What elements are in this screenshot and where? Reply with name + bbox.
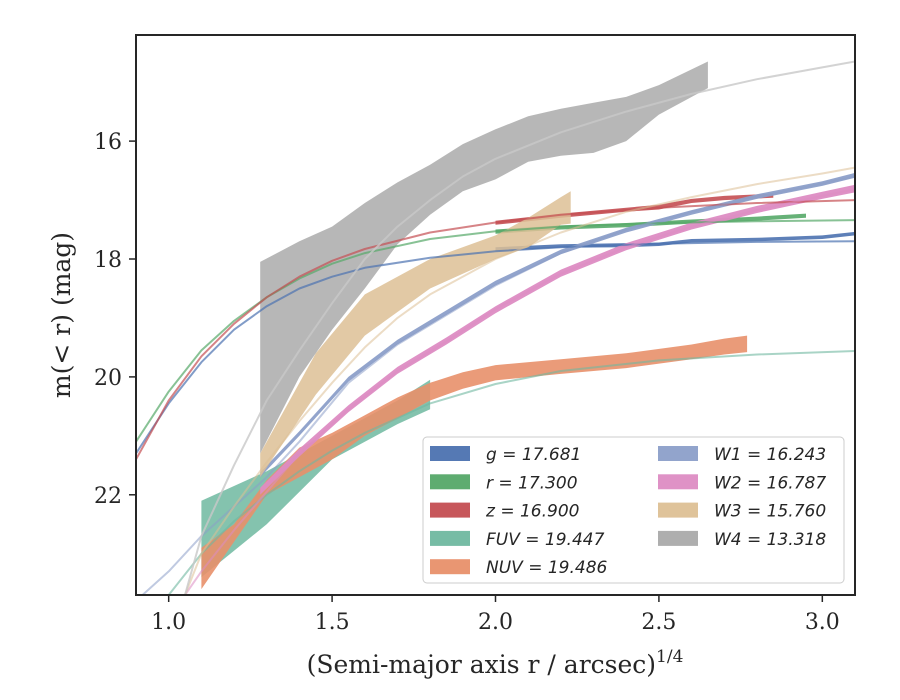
legend-label: z = 16.900 <box>485 502 579 522</box>
legend-label: NUV = 19.486 <box>486 558 608 578</box>
line-fuv-nuv-model <box>167 350 855 595</box>
y-tick-label: 18 <box>94 248 122 273</box>
x-axis-label: (Semi-major axis r / arcsec)1/4 <box>307 647 684 679</box>
line-w1-model <box>141 175 855 595</box>
x-tick-label: 1.0 <box>151 610 186 635</box>
legend-label: W2 = 16.787 <box>714 473 826 493</box>
y-tick-label: 20 <box>94 366 122 391</box>
x-tick-label: 1.5 <box>315 610 350 635</box>
legend-swatch <box>658 502 698 518</box>
y-tick-label: 22 <box>94 484 122 509</box>
legend-swatch <box>658 474 698 490</box>
legend-label: W3 = 15.760 <box>714 502 826 522</box>
legend-box <box>422 436 845 584</box>
y-axis-label: m(< r) (mag) <box>47 232 76 398</box>
model-lines-layer <box>136 60 855 595</box>
band-nuv <box>201 335 748 590</box>
legend-swatch <box>658 446 698 461</box>
y-axis: 16 18 20 22 <box>94 130 136 509</box>
legend-label: W4 = 13.318 <box>714 530 826 550</box>
legend-label: g = 17.681 <box>486 445 581 465</box>
line-w4-model <box>184 60 855 595</box>
line-r-model <box>136 219 855 443</box>
legend-swatch <box>430 474 470 490</box>
legend-swatch <box>430 446 470 461</box>
line-g-model <box>136 240 855 455</box>
x-tick-label: 3.0 <box>805 610 840 635</box>
legend-swatch <box>430 502 470 518</box>
x-axis: 1.0 1.5 2.0 2.5 3.0 <box>151 595 840 635</box>
y-tick-label: 16 <box>94 130 122 155</box>
legend: g = 17.681 r = 17.300 z = 16.900 FUV = 19.4… <box>422 436 845 584</box>
band-w3 <box>260 191 571 478</box>
legend-swatch <box>430 559 470 575</box>
legend-label: W1 = 16.243 <box>714 445 826 465</box>
legend-label: FUV = 19.447 <box>486 530 605 550</box>
line-w3-model <box>184 166 855 595</box>
x-tick-label: 2.0 <box>478 610 513 635</box>
legend-swatch <box>430 530 470 546</box>
legend-label: r = 17.300 <box>486 473 578 493</box>
line-w2-model <box>184 188 855 595</box>
x-tick-label: 2.5 <box>641 610 676 635</box>
legend-swatch <box>658 530 698 546</box>
